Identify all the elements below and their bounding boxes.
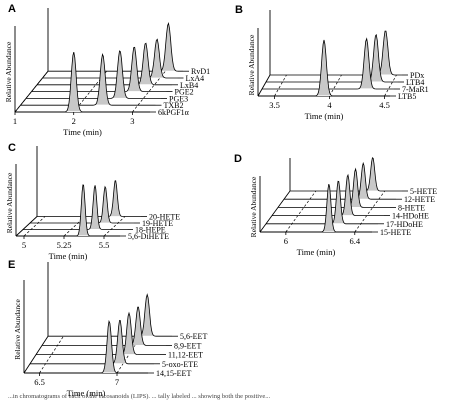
panel-E-series-label: 11,12-EET	[168, 351, 203, 360]
panel-D-gridline	[285, 190, 317, 233]
panel-C-x-label: Time (min)	[49, 251, 88, 261]
panel-C-gridline	[23, 216, 46, 237]
panel-D-tick-label: 6.4	[349, 236, 360, 246]
panel-E-series-label: 8,9-EET	[174, 341, 201, 350]
panel-E-trace-line	[36, 311, 160, 355]
panel-E-letter: E	[8, 259, 15, 271]
panel-B-tick-label: 4.5	[379, 100, 390, 110]
panel-B-trace-line	[266, 33, 398, 83]
panel-A-y-label: Relative Abundance	[4, 41, 13, 102]
panel-E-trace-line	[30, 320, 154, 365]
panel-C-trace-line	[23, 185, 127, 230]
panel-E-tick-label: 7	[115, 377, 119, 387]
panel-B-tick-label: 4	[327, 100, 332, 110]
panel-C-series-label: 19-HETE	[142, 219, 173, 228]
panel-E-trace-line	[42, 306, 166, 346]
panel-A-trace-line	[26, 50, 161, 99]
panel-B-series-label: 7-MaR1	[402, 85, 429, 94]
panel-D-tick-label: 6	[284, 236, 288, 246]
panel-B-gridline	[384, 74, 397, 97]
panel-B-x-label: Time (min)	[305, 111, 344, 121]
panel-E-x-label: Time (min)	[67, 388, 106, 398]
panel-D-trace-line	[260, 183, 372, 233]
panel-B-series-label: LTB4	[406, 78, 424, 87]
panel-A-series-label: PGE3	[169, 94, 188, 103]
panel-A-trace-line	[15, 51, 150, 113]
panel-A-x-label: Time (min)	[63, 127, 102, 137]
panel-E-y-label: Relative Abundance	[13, 299, 22, 360]
panel-A-tick-label: 1	[13, 116, 17, 126]
panel-C-depth-axis	[15, 216, 38, 237]
panel-D-trace-line	[278, 167, 390, 208]
panel-C-y-label: Relative Abundance	[5, 172, 14, 233]
panel-A-series-label: RvD1	[191, 67, 210, 76]
panel-C-series-label: 18-HEPE	[135, 226, 166, 235]
caption-fragment: ...in chromatograms of each of the eicos…	[8, 393, 270, 400]
panel-D-x-label: Time (min)	[297, 247, 336, 257]
panel-B-letter: B	[235, 4, 243, 16]
panel-C-tick-label: 5.5	[99, 240, 110, 250]
panel-D-gridline	[354, 190, 386, 233]
panel-C-series-label: 5,6-DiHETE	[128, 232, 169, 241]
panel-A-letter: A	[8, 3, 16, 15]
panel-B-peak-shade	[316, 40, 332, 96]
panel-A-tick-label: 3	[130, 116, 134, 126]
panel-B-tick-label: 3.5	[269, 100, 280, 110]
panel-E-trace-line	[24, 319, 148, 374]
panel-A-series-label: LxB4	[180, 81, 198, 90]
panel-D-series-label: 17-HDoHE	[386, 220, 423, 229]
panel-B-series-label: LTB5	[398, 92, 416, 101]
panel-A-trace-fill	[48, 23, 183, 72]
panel-B-series-label: PDx	[410, 71, 424, 80]
panel-D-series-label: 5-HETE	[410, 187, 437, 196]
panel-A-trace-line	[42, 38, 178, 79]
panel-E-series-label: 5-oxo-ETE	[162, 360, 198, 369]
panel-C-letter: C	[8, 142, 16, 154]
panel-A-series-label: PGE2	[175, 88, 194, 97]
panel-E-series-label: 14,15-EET	[156, 369, 191, 378]
panel-C-trace-line	[37, 180, 141, 217]
panel-B-gridline	[329, 74, 342, 97]
panel-D-series-label: 15-HETE	[380, 228, 411, 237]
panel-C-gridline	[103, 216, 126, 237]
panel-D-series-label: 14-HDoHE	[392, 212, 429, 221]
panel-C-tick-label: 5.25	[57, 240, 72, 250]
panel-B-trace-line	[258, 39, 390, 97]
panel-D-series-label: 12-HETE	[404, 195, 435, 204]
panel-C-trace-line	[16, 184, 120, 237]
panel-A-trace-line	[48, 22, 183, 72]
panel-C-series-label: 20-HETE	[149, 213, 180, 222]
panel-B-y-label: Relative Abundance	[247, 34, 256, 95]
panel-D-depth-axis	[259, 190, 291, 233]
panel-E-peak-shade	[140, 294, 154, 336]
panel-A-series-label: LxA4	[186, 74, 205, 83]
panel-D-series-label: 8-HETE	[398, 203, 425, 212]
panel-E-tick-label: 6.5	[34, 377, 45, 387]
panel-A-trace-line	[20, 52, 156, 106]
panel-A-series-label: 6kPGF1α	[158, 108, 190, 117]
panel-D-letter: D	[234, 153, 242, 165]
panel-A-peak-shade	[66, 52, 81, 112]
panel-B-depth-axis	[257, 74, 271, 97]
panel-E-peak-shade	[122, 313, 136, 355]
panel-C-tick-label: 5	[22, 240, 26, 250]
panel-E-series-label: 5,6-EET	[180, 332, 207, 341]
panel-E-gridline	[39, 336, 64, 374]
panel-B-gridline	[274, 74, 287, 97]
panel-D-trace-line	[266, 180, 378, 225]
panel-A-series-label: TXB2	[164, 101, 184, 110]
panel-C-trace-fill	[37, 180, 141, 217]
panel-A-tick-label: 2	[72, 116, 76, 126]
panel-D-y-label: Relative Abundance	[249, 176, 258, 237]
